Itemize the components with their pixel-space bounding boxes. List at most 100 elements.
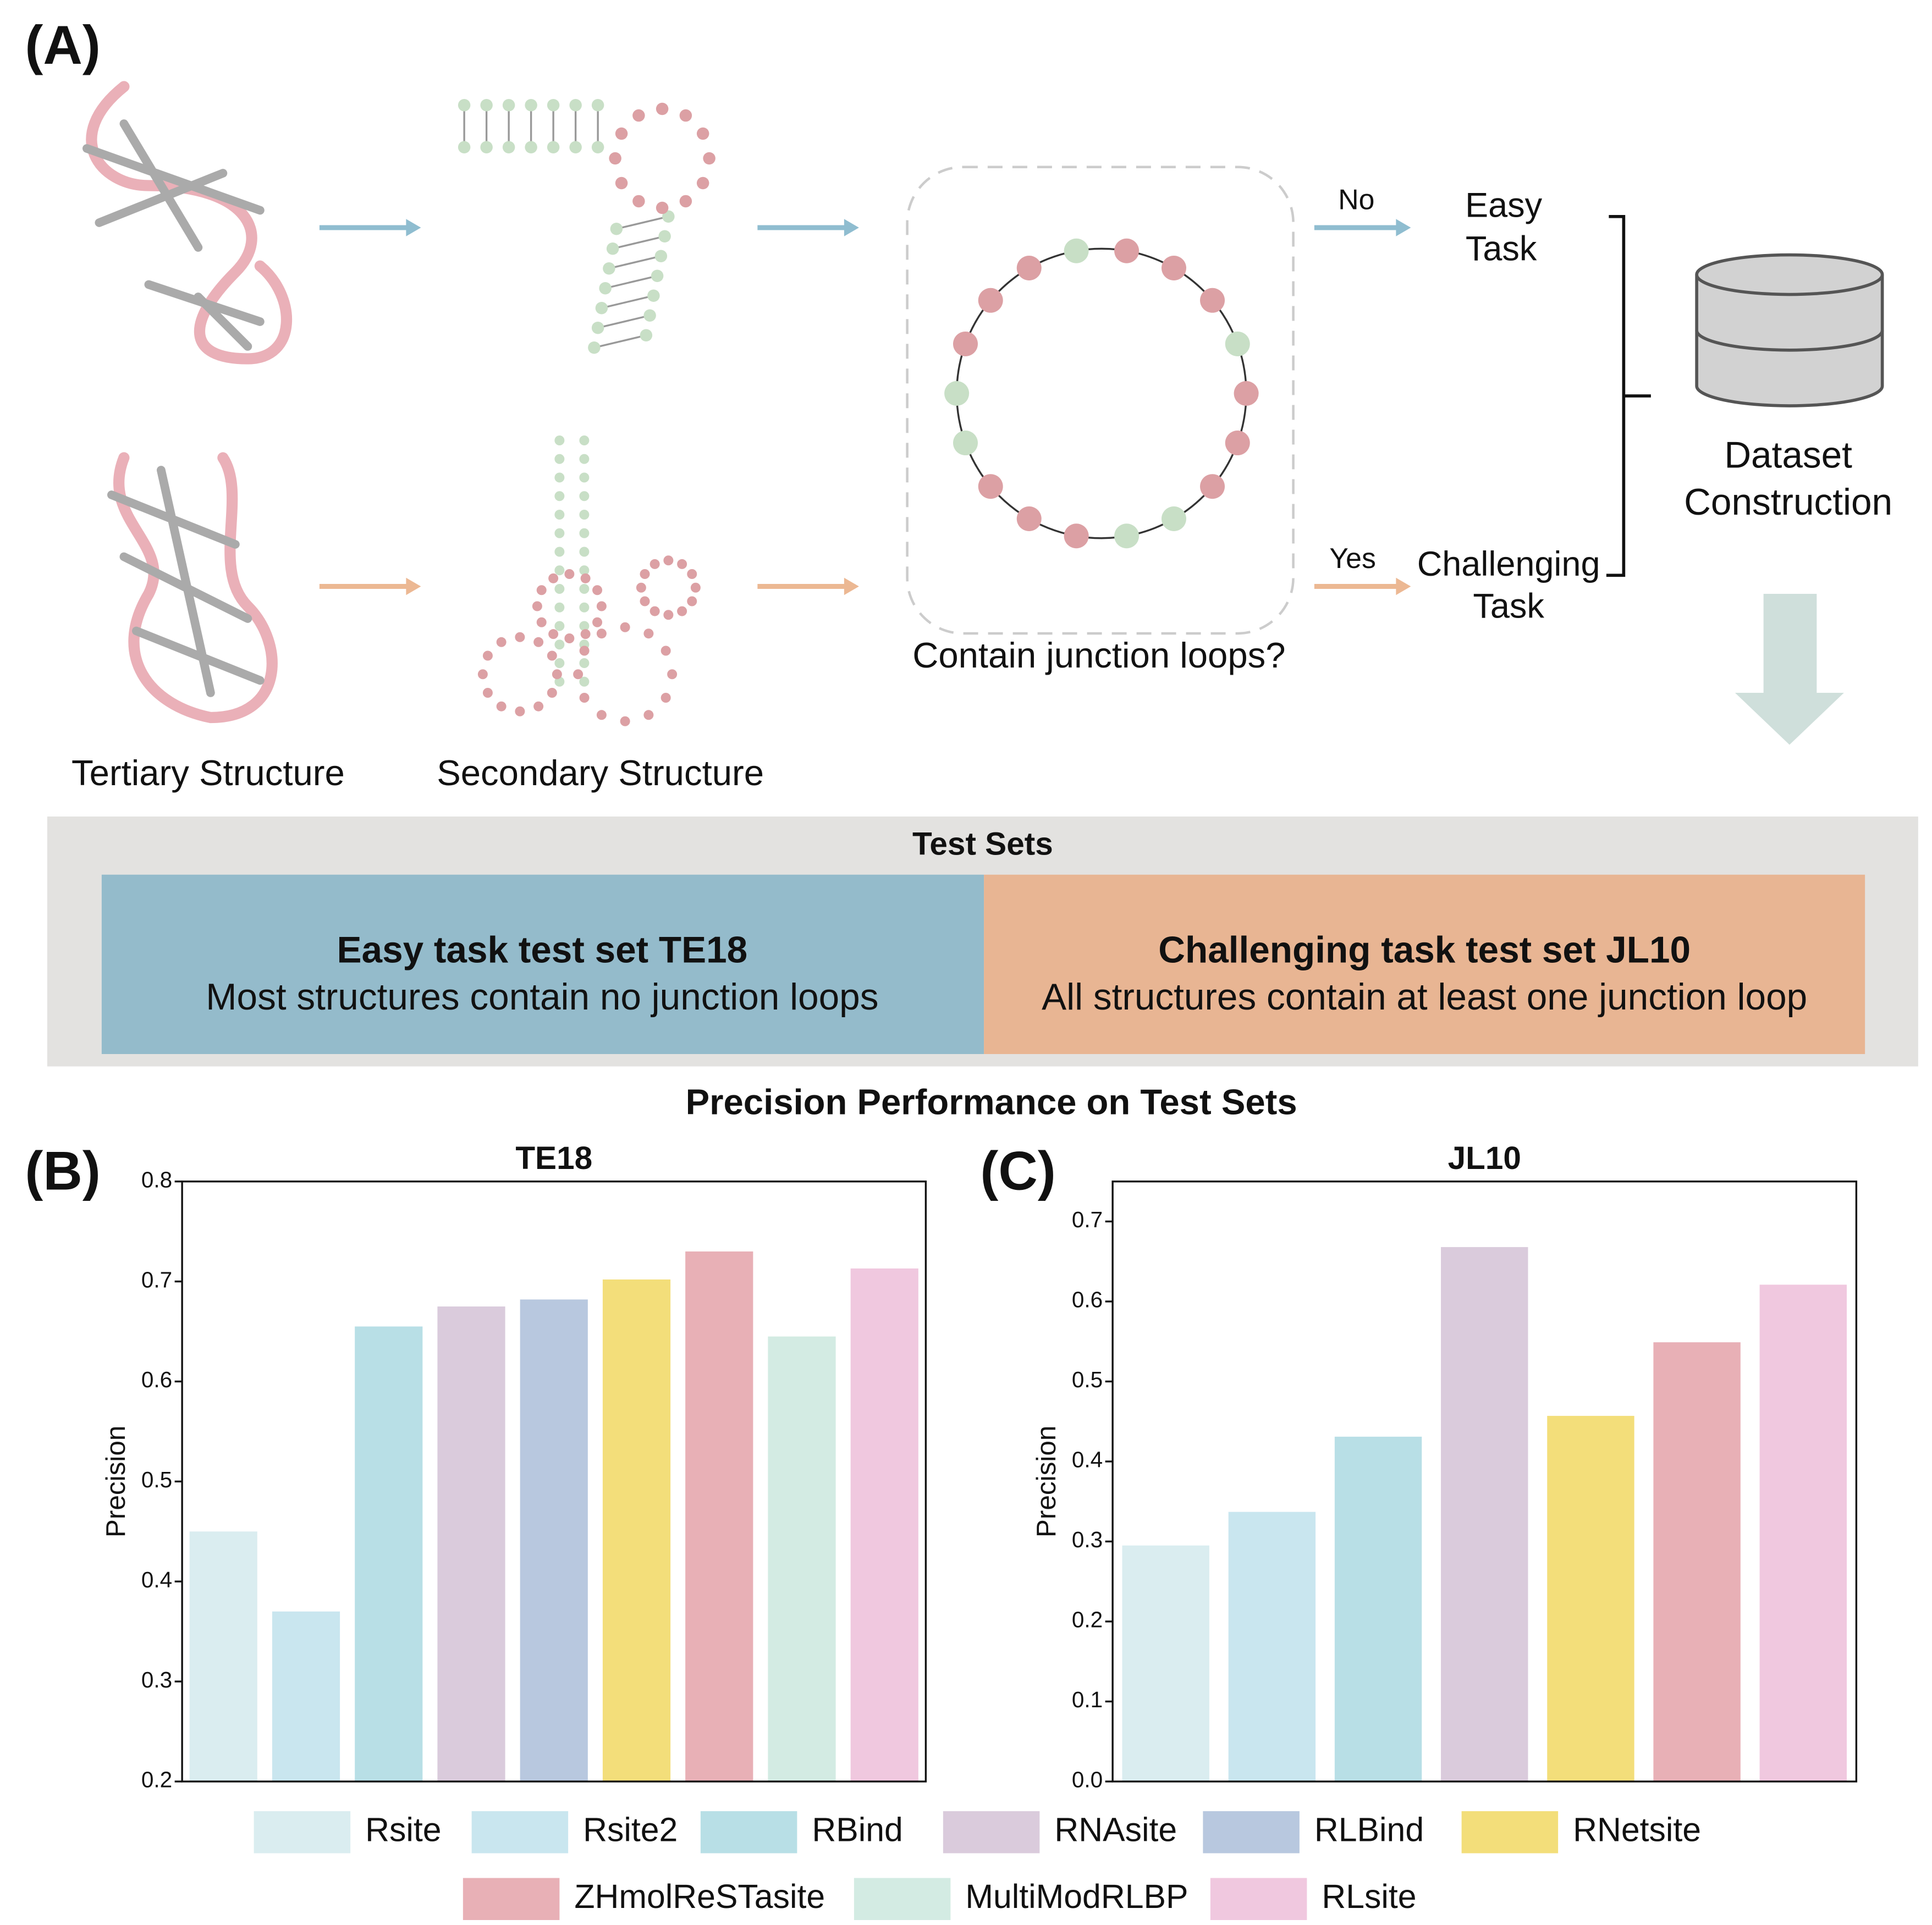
- nucleotide: [554, 602, 565, 613]
- bar: [1759, 1284, 1847, 1781]
- nucleotide: [482, 688, 493, 698]
- down-arrow: [1735, 594, 1844, 745]
- bar: [1122, 1545, 1209, 1781]
- nucleotide: [632, 109, 645, 122]
- nucleotide: [536, 617, 547, 627]
- nucleotide: [677, 606, 687, 616]
- nucleotide: [579, 510, 590, 520]
- nucleotide: [548, 629, 559, 639]
- charts-title: Precision Performance on Test Sets: [686, 1082, 1297, 1122]
- pair: [608, 255, 662, 269]
- nucleotide: [640, 596, 650, 606]
- nucleotide: [640, 569, 650, 579]
- nucleotide: [596, 601, 607, 611]
- legend-label: ZHmolReSTasite: [574, 1878, 825, 1915]
- nucleotide: [606, 242, 619, 255]
- legend-swatch: [463, 1878, 560, 1920]
- bar: [602, 1279, 671, 1781]
- nucleotide: [649, 559, 660, 569]
- y-tick-label: 0.8: [141, 1167, 172, 1192]
- legend-swatch: [254, 1811, 351, 1854]
- nucleotide: [615, 176, 628, 190]
- label: No: [1338, 183, 1374, 215]
- nucleotide: [580, 573, 591, 583]
- junction-loop: [944, 238, 1259, 549]
- legend-label: MultiModRLBP: [965, 1878, 1188, 1915]
- nucleotide: [547, 141, 560, 153]
- nucleotide: [554, 528, 565, 538]
- bar: [1653, 1342, 1741, 1781]
- nucleotide: [592, 617, 603, 627]
- nucleotide: [579, 621, 590, 631]
- nucleotide: [603, 262, 615, 275]
- title: Test Sets: [912, 826, 1053, 862]
- nucleotide: [515, 706, 525, 716]
- nucleotide: [1225, 431, 1250, 456]
- nucleotide: [662, 210, 675, 223]
- nucleotide: [632, 195, 645, 208]
- nucleotide: [548, 573, 559, 583]
- legend-label: RNAsite: [1054, 1811, 1177, 1848]
- nucleotide: [496, 701, 507, 711]
- legend-label: RLsite: [1322, 1878, 1416, 1915]
- nucleotide: [569, 99, 582, 112]
- nucleotide: [610, 223, 623, 235]
- nucleotide: [580, 629, 591, 639]
- easy-box: [101, 874, 984, 1054]
- nucleotide: [554, 491, 565, 501]
- nucleotide: [554, 658, 565, 668]
- label: Secondary Structure: [437, 753, 764, 793]
- bar: [272, 1611, 340, 1781]
- nucleotide: [554, 454, 565, 464]
- nucleotide: [554, 435, 565, 445]
- arrows: [319, 219, 1411, 595]
- nucleotide: [525, 99, 537, 112]
- nucleotide: [1225, 331, 1250, 356]
- text: Most structures contain no junction loop…: [206, 977, 878, 1018]
- y-tick-label: 0.5: [141, 1467, 172, 1492]
- nucleotide: [554, 472, 565, 483]
- label: Contain junction loops?: [912, 635, 1285, 675]
- nucleotide: [636, 582, 646, 593]
- pair: [612, 235, 665, 250]
- nucleotide: [978, 288, 1003, 313]
- legend-swatch: [943, 1811, 1040, 1854]
- bar: [1547, 1416, 1634, 1781]
- bar: [189, 1531, 257, 1781]
- nucleotide: [703, 152, 715, 165]
- nucleotide: [579, 472, 590, 483]
- bar: [1228, 1512, 1316, 1781]
- nucleotide: [579, 693, 590, 703]
- label: Dataset: [1724, 434, 1852, 476]
- nucleotide: [554, 639, 565, 650]
- y-tick-label: 0.3: [1072, 1527, 1103, 1552]
- nucleotide: [579, 658, 590, 668]
- panel-label: (C): [980, 1140, 1055, 1201]
- label: Task: [1466, 229, 1537, 268]
- brace: [1606, 214, 1651, 577]
- nucleotide: [579, 646, 590, 656]
- nucleotide: [579, 491, 590, 501]
- panel-label: (A): [25, 14, 100, 75]
- bar: [355, 1326, 423, 1781]
- nucleotide: [677, 559, 687, 569]
- nucleotide: [458, 99, 471, 112]
- label: Tertiary Structure: [71, 753, 345, 793]
- nucleotide: [654, 250, 668, 262]
- secondary-structure: [458, 99, 715, 726]
- nucleotide: [480, 141, 493, 153]
- nucleotide: [1114, 523, 1140, 549]
- nucleotide: [579, 676, 590, 687]
- nucleotide: [620, 622, 630, 632]
- nucleotide: [679, 109, 692, 122]
- bar: [437, 1306, 505, 1781]
- y-tick-label: 0.5: [1072, 1367, 1103, 1392]
- nucleotide: [579, 602, 590, 613]
- label: Construction: [1684, 482, 1892, 523]
- nucleotide: [978, 474, 1003, 499]
- nucleotide: [1200, 288, 1225, 313]
- nucleotide: [1064, 523, 1089, 549]
- nucleotide: [502, 141, 515, 153]
